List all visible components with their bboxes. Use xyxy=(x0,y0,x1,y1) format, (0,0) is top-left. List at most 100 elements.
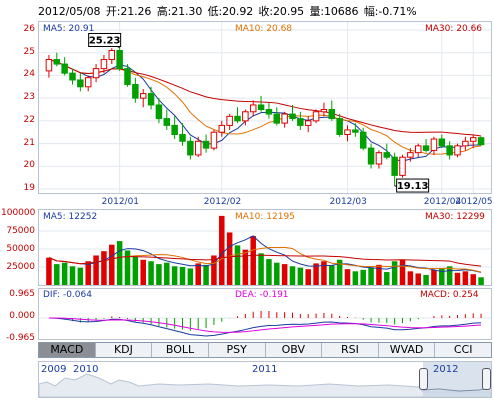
volume-bar xyxy=(376,264,382,285)
candle-body xyxy=(454,145,461,156)
candle-body xyxy=(399,156,406,176)
volume-bar xyxy=(297,267,304,285)
candle-body xyxy=(312,111,320,122)
price-ma30-label: MA30: 20.66 xyxy=(425,24,483,34)
volume-bar xyxy=(321,261,327,285)
macd-dif-label: DIF: -0.064 xyxy=(43,290,92,300)
macd-y-tick: 0.000 xyxy=(9,311,35,321)
candle-body xyxy=(100,59,108,70)
macd-y-tick: 0.965 xyxy=(9,289,35,299)
candle-body xyxy=(391,156,398,176)
candle-body xyxy=(69,72,76,81)
navigator-left-handle[interactable] xyxy=(419,368,428,390)
volume-bar xyxy=(352,271,359,285)
quote-open: 开:21.26 xyxy=(105,5,152,18)
price-y-tick: 19 xyxy=(23,183,35,193)
volume-bar xyxy=(454,272,461,285)
macd-chart[interactable] xyxy=(39,289,491,339)
volume-bar xyxy=(258,253,264,285)
volume-bar xyxy=(368,267,374,285)
candle-body xyxy=(446,145,453,156)
volume-bar xyxy=(77,267,84,285)
vol-ma5-line xyxy=(48,235,482,273)
volume-bar xyxy=(156,264,162,285)
volume-panel[interactable]: MA5: 12252 MA10: 12195 MA30: 12299 xyxy=(38,209,492,286)
candle-body xyxy=(226,115,233,126)
tab-rsi[interactable]: RSI xyxy=(322,343,379,357)
navigator-overview xyxy=(38,362,492,398)
navigator-right-handle[interactable] xyxy=(482,368,491,390)
volume-bar xyxy=(344,269,351,285)
candle-body xyxy=(108,49,116,61)
volume-bar xyxy=(281,264,288,285)
nav-label-2010: 2010 xyxy=(73,364,99,375)
tab-boll[interactable]: BOLL xyxy=(152,343,209,357)
volume-bar xyxy=(171,266,178,285)
volume-bar xyxy=(289,266,296,285)
macd-panel[interactable]: DIF: -0.064 DEA: -0.191 MACD: 0.254 xyxy=(38,288,492,340)
candle-body xyxy=(304,120,312,126)
price-panel[interactable]: 25.23 19.13 MA5: 20.91 MA10: 20.68 MA30: … xyxy=(38,21,492,194)
candle-body xyxy=(61,63,68,74)
candle-body xyxy=(297,118,304,126)
candle-body xyxy=(249,104,257,113)
quote-volume: 量:10686 xyxy=(309,5,359,18)
price-y-tick: 26 xyxy=(23,24,35,34)
candle-body xyxy=(367,147,375,165)
tab-kdj[interactable]: KDJ xyxy=(96,343,153,357)
nav-label-2011: 2011 xyxy=(252,364,278,375)
candle-body xyxy=(194,140,202,156)
volume-bar xyxy=(69,266,76,285)
price-chart[interactable]: 25.23 19.13 xyxy=(39,22,491,193)
candle-body xyxy=(242,111,249,122)
volume-bar xyxy=(399,259,406,285)
volume-bar xyxy=(219,215,225,285)
volume-y-tick: 50000 xyxy=(6,244,35,254)
candle-body xyxy=(281,113,288,124)
volume-bar xyxy=(179,267,186,285)
candle-body xyxy=(422,145,430,151)
volume-bar xyxy=(211,255,217,285)
candle-body xyxy=(218,124,226,133)
volume-bar xyxy=(234,245,241,285)
volume-bar xyxy=(274,262,280,285)
tab-macd[interactable]: MACD xyxy=(39,343,96,357)
volume-bar xyxy=(313,263,319,285)
x-tick-label: 2012/03 xyxy=(329,197,367,207)
candle-body xyxy=(45,59,53,72)
candle-body xyxy=(383,152,391,158)
volume-bar xyxy=(415,273,421,285)
volume-bar xyxy=(93,255,99,285)
tab-cci[interactable]: CCI xyxy=(453,343,473,356)
volume-bar xyxy=(336,259,343,285)
volume-bar xyxy=(407,271,414,285)
volume-chart[interactable] xyxy=(39,210,491,285)
volume-bar xyxy=(195,263,201,285)
dea-line xyxy=(48,317,482,333)
volume-y-tick: 100000 xyxy=(1,208,36,218)
volume-bar xyxy=(187,268,194,285)
candle-body xyxy=(414,145,422,154)
range-navigator[interactable]: 2009 2010 2011 2012 xyxy=(38,361,492,398)
tab-wvad[interactable]: WVAD xyxy=(379,343,436,357)
candle-body xyxy=(132,84,139,99)
candle-body xyxy=(163,118,171,126)
candle-body xyxy=(77,79,84,88)
nav-label-2012: 2012 xyxy=(433,364,459,375)
candle-body xyxy=(430,138,438,151)
candle-body xyxy=(344,129,351,135)
volume-bar xyxy=(116,241,123,285)
volume-y-tick: 75000 xyxy=(6,226,35,236)
volume-bar xyxy=(61,262,68,285)
candle-body xyxy=(84,77,92,88)
nav-label-2009: 2009 xyxy=(41,364,67,375)
candle-body xyxy=(462,140,469,147)
quote-date: 2012/05/08 xyxy=(38,5,101,18)
tab-psy[interactable]: PSY xyxy=(209,343,266,357)
quote-close: 收:20.95 xyxy=(258,5,305,18)
tab-obv[interactable]: OBV xyxy=(266,343,323,357)
volume-bar xyxy=(462,271,469,285)
price-y-tick: 20 xyxy=(23,160,35,171)
candle-body xyxy=(116,49,123,70)
volume-bar xyxy=(226,232,233,285)
